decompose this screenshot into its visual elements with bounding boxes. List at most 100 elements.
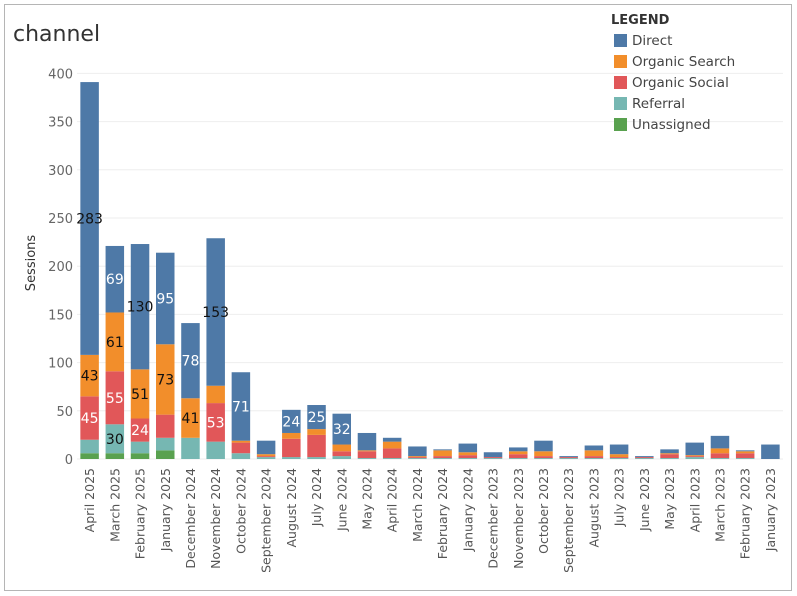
x-tick-label: May 2023	[662, 468, 677, 530]
bar-april-2024-direct	[382, 437, 402, 442]
bar-march-2023-referral	[710, 458, 730, 459]
bar-february-2025-organic-social	[130, 418, 150, 442]
bar-october-2024-referral	[231, 453, 251, 459]
bar-august-2024-organic-social	[282, 438, 301, 458]
data-label-december-2024-organic-search: 41	[182, 411, 200, 427]
bar-october-2024-organic-search	[231, 440, 251, 443]
bar-october-2024-direct	[231, 372, 251, 441]
legend-label-unassigned: Unassigned	[632, 117, 711, 133]
x-axis: April 2025 March 2025 February 2025 January…	[82, 468, 778, 573]
bar-october-2023-organic-social	[534, 456, 553, 459]
x-tick-label: November 2024	[208, 468, 223, 569]
chart-svg: channel 0 50 100 150 200 250 300 350 400 Session…	[13, 13, 783, 573]
bar-august-2023-direct	[584, 445, 604, 451]
data-label-april-2025-organic-social: 45	[81, 411, 99, 427]
bar-september-2024-organic-search	[256, 454, 276, 457]
bar-july-2023-direct	[609, 444, 629, 455]
x-tick-label: February 2024	[435, 468, 450, 559]
bar-september-2023-organic-social	[559, 457, 578, 459]
x-tick-label: June 2023	[637, 468, 652, 532]
x-tick-label: July 2023	[612, 468, 627, 527]
y-tick-label: 400	[48, 67, 73, 82]
x-tick-label: May 2024	[359, 468, 374, 530]
data-label-february-2025-organic-search: 51	[131, 387, 149, 403]
bar-september-2023-referral	[559, 458, 578, 459]
x-tick-label: March 2023	[712, 468, 727, 542]
data-label-february-2025-direct: 130	[127, 300, 154, 316]
bar-july-2023-referral	[609, 458, 629, 459]
legend-items: Direct Organic Search Organic Social Referr…	[614, 33, 735, 133]
bar-may-2024-organic-search	[357, 450, 377, 452]
bar-february-2023-direct	[735, 450, 755, 452]
bar-november-2024-organic-social	[206, 403, 225, 442]
bar-march-2023-organic-social	[710, 453, 730, 459]
bar-december-2024-organic-search	[181, 398, 200, 438]
bar-august-2023-referral	[584, 458, 604, 459]
bar-april-2024-organic-search	[382, 441, 402, 449]
y-axis-title: Sessions	[24, 235, 39, 292]
x-tick-label: July 2024	[309, 468, 324, 527]
x-tick-label: January 2025	[158, 468, 173, 552]
data-label-january-2025-organic-search: 73	[156, 372, 174, 388]
bar-june-2023-referral	[635, 458, 654, 459]
bar-january-2024-referral	[458, 458, 478, 459]
bar-april-2023-organic-social	[685, 456, 704, 458]
bar-march-2025-referral	[105, 424, 125, 454]
x-tick-label: January 2023	[763, 468, 778, 552]
y-tick-label: 50	[56, 405, 73, 420]
bar-july-2024-direct	[307, 405, 326, 430]
bar-january-2023-direct	[761, 444, 780, 459]
bar-march-2025-organic-search	[105, 312, 125, 372]
x-tick-label: January 2024	[460, 468, 475, 552]
bar-february-2024-direct	[433, 449, 452, 451]
legend-swatch-referral	[614, 97, 627, 110]
x-tick-label: September 2023	[561, 468, 576, 573]
bar-october-2023-direct	[534, 440, 553, 452]
bar-march-2025-organic-social	[105, 371, 125, 425]
bar-april-2025-organic-social	[80, 396, 99, 440]
bar-november-2024-organic-search	[206, 385, 225, 404]
data-label-june-2024-direct: 32	[333, 422, 351, 438]
bar-january-2024-organic-social	[458, 455, 478, 459]
bar-february-2024-referral	[433, 458, 452, 459]
bar-february-2023-organic-social	[735, 453, 755, 459]
bar-may-2024-organic-social	[357, 451, 377, 459]
y-tick-label: 300	[48, 164, 73, 179]
data-label-july-2024-direct: 25	[308, 410, 326, 426]
bar-december-2024-referral	[181, 437, 200, 459]
bar-march-2024-organic-social	[408, 457, 427, 459]
x-tick-label: September 2024	[259, 468, 274, 573]
data-label-april-2025-direct: 283	[76, 211, 103, 227]
bar-july-2023-organic-search	[609, 454, 629, 458]
bar-november-2024-referral	[206, 441, 225, 459]
bar-march-2024-organic-search	[408, 456, 427, 458]
data-label-august-2024-direct: 24	[282, 414, 300, 430]
x-tick-label: April 2024	[385, 468, 400, 532]
bar-may-2023-direct	[660, 449, 679, 454]
chart-frame: channel 0 50 100 150 200 250 300 350 400 Session…	[4, 4, 792, 591]
legend-swatch-organic-search	[614, 55, 627, 68]
bar-april-2025-organic-search	[80, 354, 99, 397]
data-label-november-2024-direct: 153	[202, 305, 229, 321]
bar-january-2025-direct	[156, 252, 175, 345]
bar-july-2024-organic-social	[307, 434, 326, 458]
bar-december-2023-referral	[483, 458, 503, 459]
data-label-february-2025-organic-social: 24	[131, 423, 149, 439]
data-labels: 283 43 45 69 61 55 30 130 51 24 95 73 78 41 153 53 71 24 2…	[76, 211, 350, 447]
x-tick-label: December 2024	[183, 468, 198, 569]
x-tick-label: October 2023	[536, 468, 551, 554]
y-tick-label: 0	[65, 453, 73, 468]
legend-label-direct: Direct	[632, 33, 672, 49]
bar-march-2024-referral	[408, 458, 427, 459]
x-tick-label: March 2025	[107, 468, 122, 542]
bar-october-2023-organic-search	[534, 451, 553, 457]
bar-may-2024-referral	[357, 458, 377, 459]
data-label-april-2025-organic-search: 43	[81, 369, 99, 385]
bar-february-2025-direct	[130, 244, 150, 370]
bar-january-2024-direct	[458, 443, 478, 453]
x-tick-label: June 2024	[334, 468, 349, 532]
bar-june-2023-organic-social	[635, 457, 654, 459]
bar-august-2024-organic-search	[282, 432, 301, 439]
x-tick-label: August 2023	[586, 468, 601, 548]
x-tick-label: October 2024	[233, 468, 248, 554]
